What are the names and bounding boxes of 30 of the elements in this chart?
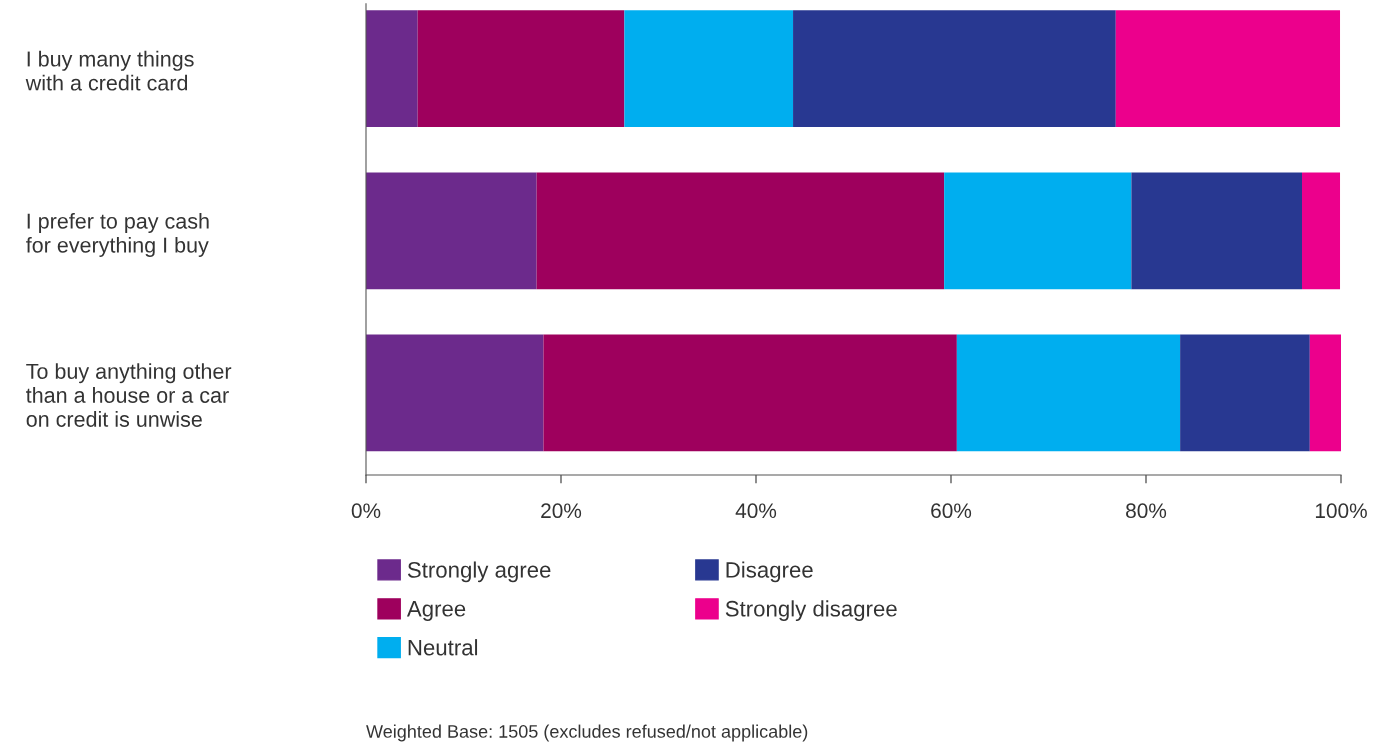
x-tick-label: 0% (351, 503, 381, 519)
bar (1302, 172, 1341, 290)
legend-label: Strongly agree (407, 561, 551, 583)
x-tick-label: 20% (541, 503, 582, 519)
text: Weighted Base: 1505 (excludes refused/not applicable) (366, 724, 808, 742)
y-tick-label: To buy anything other than a house or a car on credit is unwise (26, 363, 232, 427)
bar (543, 334, 957, 452)
legend-label: Agree (406, 601, 466, 621)
x-tick-label: 60% (931, 503, 972, 519)
bar (1309, 334, 1341, 452)
legend-label: Disagree (726, 561, 813, 583)
bar (1115, 10, 1341, 127)
y-tick-label: I buy many things with a credit card (25, 50, 194, 91)
y-tick-label: I prefer to pay cash for everything I buy (26, 212, 209, 257)
bar (366, 10, 418, 127)
x-tick-label: 40% (735, 503, 777, 519)
bar (793, 10, 1116, 127)
bar (1180, 334, 1310, 452)
bar (366, 172, 537, 290)
bar (956, 334, 1181, 452)
x-tick-label: 100% (1315, 503, 1367, 519)
bar (536, 172, 945, 290)
legend-label: Neutral (408, 639, 478, 656)
bar (944, 172, 1132, 290)
legend-label: Strongly disagree (725, 600, 897, 621)
bar (1131, 172, 1302, 290)
x-tick-label: 80% (1126, 503, 1167, 519)
bar (624, 10, 794, 127)
bar (366, 334, 544, 452)
bar (417, 10, 625, 127)
